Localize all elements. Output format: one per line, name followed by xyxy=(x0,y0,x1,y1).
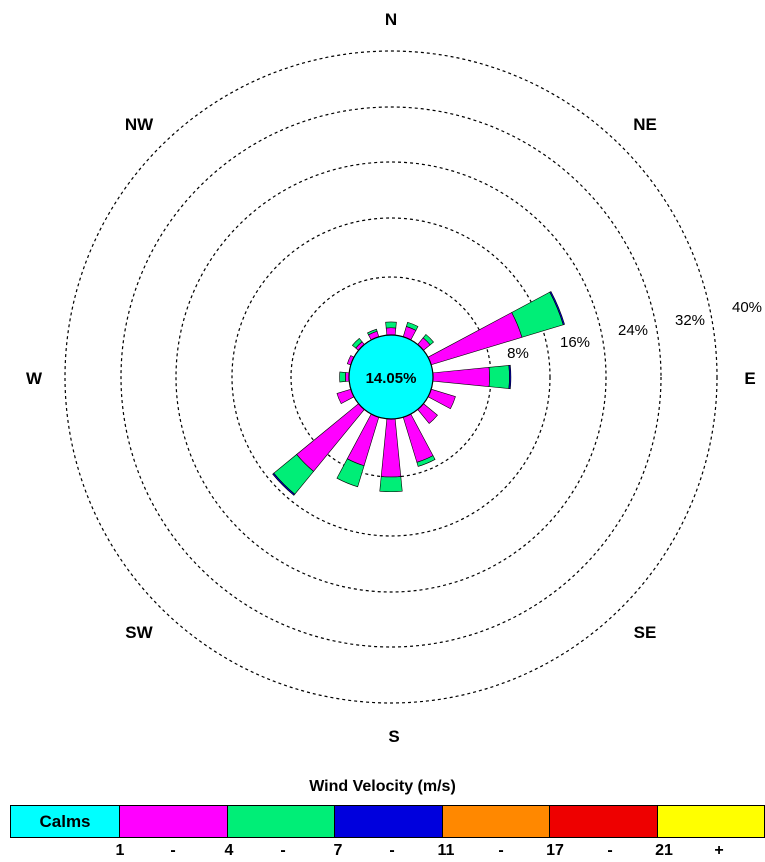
legend-swatch-4 xyxy=(442,806,550,837)
direction-label-ne: NE xyxy=(633,115,657,134)
petal-nne-bin2 xyxy=(405,321,419,331)
wind-rose-chart: 14.05% 8% 16% 24% 32% 40% N NE E SE S SW W NW xyxy=(26,10,762,746)
petal-ene-bin2 xyxy=(511,291,564,338)
petal-s-bin1 xyxy=(380,418,402,478)
petal-sw-bin3 xyxy=(272,472,296,496)
ring-24 xyxy=(175,161,607,593)
ring-label-32: 32% xyxy=(675,312,705,329)
direction-label-w: W xyxy=(26,369,43,388)
petal-e-bin1 xyxy=(432,367,490,387)
legend-tick-4: - xyxy=(280,842,286,859)
petal-ne-bin2 xyxy=(422,334,434,346)
petal-ene-bin3 xyxy=(549,291,565,326)
legend-tick-7: 11 xyxy=(437,842,455,859)
ring-16 xyxy=(231,217,551,537)
direction-label-se: SE xyxy=(634,623,657,642)
petal-w-bin2 xyxy=(339,371,346,383)
legend-tick-8: - xyxy=(498,842,504,859)
ring-label-24: 24% xyxy=(618,322,648,339)
calms-label: 14.05% xyxy=(366,370,417,387)
direction-label-n: N xyxy=(385,10,397,29)
legend-tick-2: - xyxy=(170,842,176,859)
legend-tick-12: + xyxy=(714,842,724,859)
calms-circle xyxy=(348,334,434,420)
legend-tick-5: 7 xyxy=(333,842,343,859)
petal-e-bin2 xyxy=(488,365,510,389)
petal-n-bin1 xyxy=(385,327,397,336)
ring-label-16: 16% xyxy=(560,334,590,351)
ring-label-8: 8% xyxy=(507,345,529,362)
petal-ssw-bin2 xyxy=(336,458,365,488)
legend-swatch-3 xyxy=(335,806,443,837)
petal-ese-bin1 xyxy=(427,388,456,410)
legend-tick-3: 4 xyxy=(224,842,234,859)
legend-bar: Calms xyxy=(10,805,765,838)
legend-swatch-6 xyxy=(657,806,764,837)
legend-swatch-5 xyxy=(550,806,658,837)
petal-nnw-bin2 xyxy=(367,328,378,336)
petal-sse-bin2 xyxy=(416,455,436,467)
legend-tick-9: 17 xyxy=(546,842,564,859)
legend-ticks: 1 - 4 - 7 - 11 - 17 - 21 + xyxy=(0,842,765,862)
direction-label-s: S xyxy=(388,727,399,746)
direction-label-sw: SW xyxy=(125,623,153,642)
direction-label-nw: NW xyxy=(125,115,154,134)
ring-40 xyxy=(64,50,718,704)
legend-tick-6: - xyxy=(389,842,395,859)
petal-nw-bin2 xyxy=(351,337,363,349)
petal-e-bin3 xyxy=(508,364,512,390)
legend-tick-11: 21 xyxy=(655,842,673,859)
legend-tick-1: 1 xyxy=(115,842,125,859)
ring-32 xyxy=(120,106,662,648)
ring-label-40: 40% xyxy=(732,299,762,316)
labels-group: 8% 16% 24% 32% 40% N NE E SE S SW W NW xyxy=(26,10,762,746)
legend-swatch-2 xyxy=(227,806,335,837)
legend-tick-10: - xyxy=(607,842,613,859)
direction-label-e: E xyxy=(744,369,755,388)
legend-title: Wind Velocity (m/s) xyxy=(309,778,456,795)
petal-n-bin2 xyxy=(385,321,397,329)
legend-calms: Calms xyxy=(11,806,120,837)
petal-s-bin2 xyxy=(379,476,403,493)
legend-swatch-1 xyxy=(120,806,228,837)
petals-group: 14.05% xyxy=(272,291,565,496)
